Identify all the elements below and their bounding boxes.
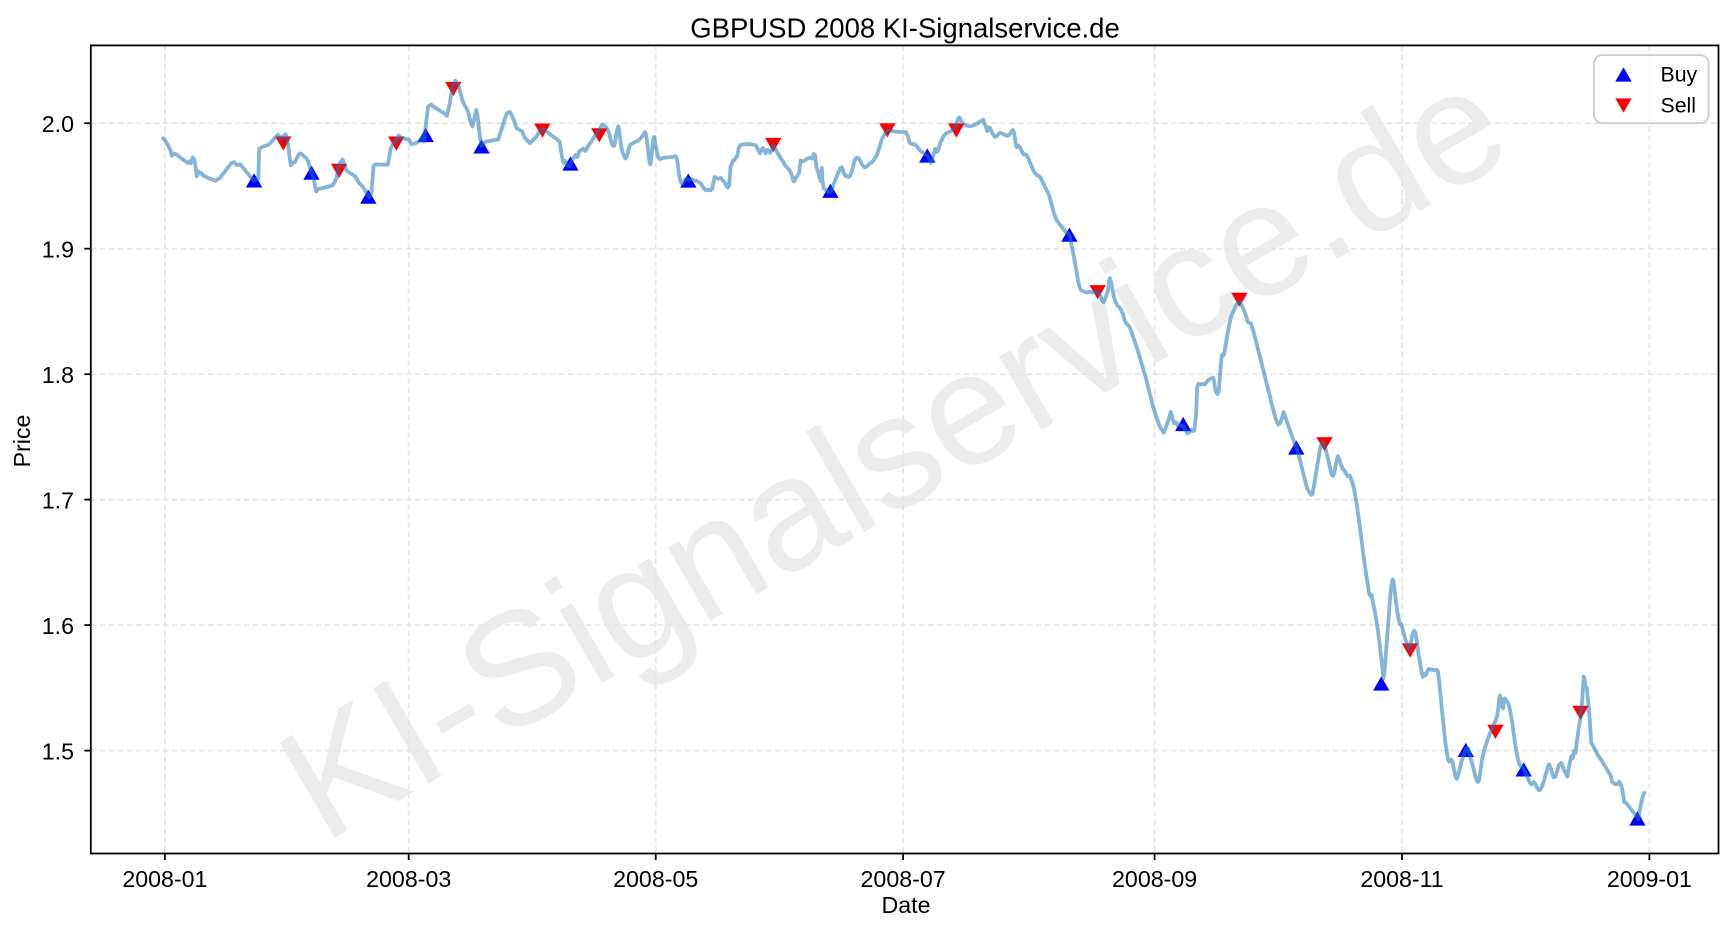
svg-text:1.9: 1.9 [42,237,74,263]
svg-text:2.0: 2.0 [42,111,74,137]
svg-text:2008-05: 2008-05 [613,866,698,892]
svg-text:2009-01: 2009-01 [1607,866,1692,892]
svg-text:2008-09: 2008-09 [1112,866,1197,892]
svg-text:2008-01: 2008-01 [122,866,207,892]
svg-text:2008-11: 2008-11 [1360,866,1443,892]
svg-text:Price: Price [9,415,35,468]
svg-text:2008-07: 2008-07 [861,866,946,892]
svg-text:Date: Date [882,892,931,918]
svg-text:1.6: 1.6 [42,613,74,639]
svg-text:GBPUSD 2008 KI-Signalservice.d: GBPUSD 2008 KI-Signalservice.de [690,13,1120,44]
svg-text:Sell: Sell [1661,94,1697,118]
svg-text:1.8: 1.8 [42,362,74,388]
svg-text:1.7: 1.7 [42,488,74,514]
svg-text:1.5: 1.5 [42,739,74,765]
svg-text:Buy: Buy [1661,63,1698,87]
svg-text:2008-03: 2008-03 [366,866,451,892]
